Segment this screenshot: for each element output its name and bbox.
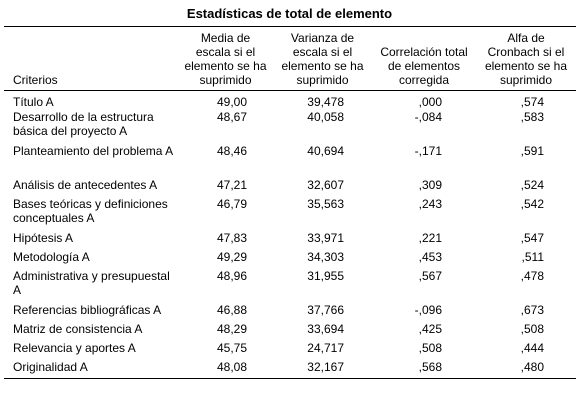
row-alfa: ,574 (520, 95, 544, 109)
table-row: Relevancia y aportes A 45,75 24,717 ,508… (4, 341, 576, 360)
header-correlacion: Correlación total de elementos corregida (380, 45, 468, 87)
table-row: Desarrollo de la estructura básica del p… (4, 110, 576, 144)
row-alfa: ,583 (520, 109, 544, 124)
row-varianza: 31,955 (307, 268, 344, 283)
header-alfa: Alfa de Cronbach si el elemento se ha su… (484, 31, 568, 87)
row-varianza: 39,478 (307, 95, 344, 109)
row-criterio: Título A (13, 95, 54, 109)
table-row: Bases teóricas y definiciones conceptual… (4, 197, 576, 231)
row-correlacion: ,221 (418, 230, 442, 245)
header-criterios: Criterios (13, 73, 58, 87)
row-criterio: Matriz de consistencia A (13, 321, 143, 336)
row-media: 49,00 (216, 95, 247, 109)
table-title: Estadísticas de total de elemento (186, 6, 393, 21)
row-correlacion: ,568 (372, 359, 476, 379)
row-alfa: ,591 (520, 143, 544, 158)
row-alfa: ,673 (520, 302, 544, 317)
row-criterio: Originalidad A (4, 359, 178, 379)
header-media: Media de escala si el elemento se ha sup… (184, 31, 267, 87)
row-varianza: 34,303 (307, 249, 344, 264)
row-alfa: ,508 (520, 321, 544, 336)
table-row: Título A 49,00 39,478 ,000 ,574 (4, 91, 576, 110)
row-alfa: ,547 (520, 230, 544, 245)
row-varianza: 40,058 (307, 109, 344, 124)
row-correlacion: -,084 (414, 109, 442, 124)
row-media: 48,96 (216, 268, 247, 283)
row-varianza: 24,717 (307, 340, 344, 355)
row-media: 46,79 (216, 196, 247, 211)
row-media: 49,29 (216, 249, 247, 264)
row-varianza: 33,694 (307, 321, 344, 336)
row-correlacion: ,425 (418, 321, 442, 336)
row-varianza: 32,607 (307, 177, 344, 192)
row-alfa: ,542 (520, 196, 544, 211)
row-varianza: 40,694 (307, 143, 344, 158)
row-correlacion: -,171 (414, 143, 442, 158)
row-criterio: Bases teóricas y definiciones conceptual… (13, 196, 168, 225)
row-alfa: ,444 (520, 340, 544, 355)
row-correlacion: ,567 (418, 268, 442, 283)
row-correlacion: ,243 (418, 196, 442, 211)
header-row: Criterios Media de escala si el elemento… (4, 26, 576, 91)
row-alfa: ,480 (476, 359, 576, 379)
row-alfa: ,524 (520, 177, 544, 192)
row-criterio: Análisis de antecedentes A (13, 177, 158, 192)
row-correlacion: -,096 (414, 302, 442, 317)
row-alfa: ,478 (520, 268, 544, 283)
row-correlacion: ,309 (418, 177, 442, 192)
row-criterio: Planteamiento del problema A (13, 143, 174, 158)
header-varianza: Varianza de escala si el elemento se ha … (281, 31, 364, 87)
row-varianza: 32,167 (273, 359, 372, 379)
row-correlacion: ,000 (418, 95, 442, 109)
table-row: Metodología A 49,29 34,303 ,453 ,511 (4, 250, 576, 269)
row-varianza: 35,563 (307, 196, 344, 211)
row-media: 46,88 (216, 302, 247, 317)
row-media: 47,83 (216, 230, 247, 245)
row-correlacion: ,508 (418, 340, 442, 355)
table-row: Originalidad A 48,08 32,167 ,568 ,480 (4, 359, 576, 379)
row-criterio: Administrativa y presupuestal A (13, 268, 170, 297)
table-row: Análisis de antecedentes A 47,21 32,607 … (4, 178, 576, 197)
row-correlacion: ,453 (418, 249, 442, 264)
row-criterio: Relevancia y aportes A (13, 340, 136, 355)
row-media: 48,08 (178, 359, 273, 379)
row-media: 47,21 (216, 177, 247, 192)
table-row: Planteamiento del problema A 48,46 40,69… (4, 144, 576, 178)
row-alfa: ,511 (521, 249, 544, 264)
table-row: Administrativa y presupuestal A 48,96 31… (4, 269, 576, 303)
row-media: 48,46 (216, 143, 247, 158)
row-media: 45,75 (216, 340, 247, 355)
table-row: Referencias bibliográficas A 46,88 37,76… (4, 303, 576, 322)
row-criterio: Desarrollo de la estructura básica del p… (13, 109, 154, 138)
row-media: 48,29 (216, 321, 247, 336)
table-row: Matriz de consistencia A 48,29 33,694 ,4… (4, 322, 576, 341)
row-media: 48,67 (216, 109, 247, 124)
item-total-statistics-table: Criterios Media de escala si el elemento… (4, 26, 576, 379)
row-criterio: Metodología A (13, 249, 90, 264)
row-criterio: Hipótesis A (13, 230, 74, 245)
table-row: Hipótesis A 47,83 33,971 ,221 ,547 (4, 231, 576, 250)
row-criterio: Referencias bibliográficas A (13, 302, 162, 317)
row-varianza: 33,971 (307, 230, 344, 245)
row-varianza: 37,766 (307, 302, 344, 317)
